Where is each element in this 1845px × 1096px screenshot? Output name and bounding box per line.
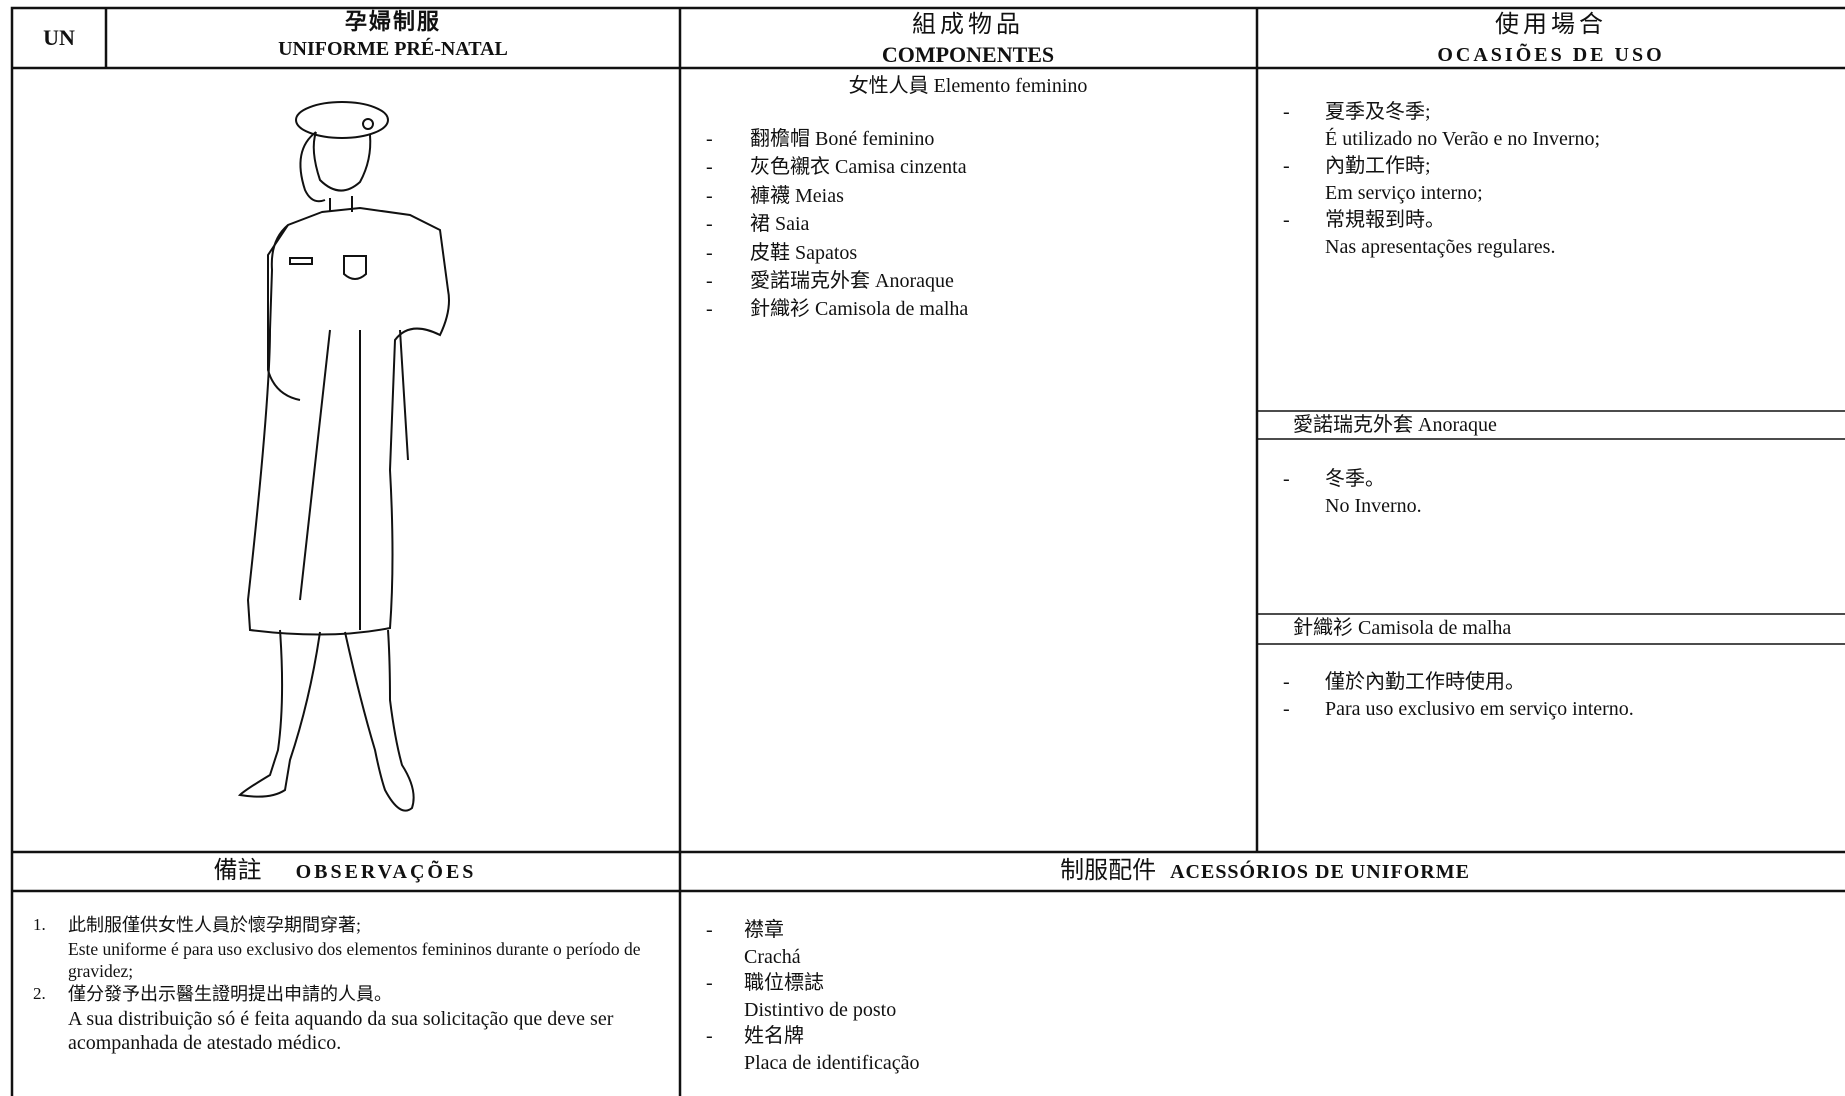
- bullet: ‑: [1283, 155, 1290, 177]
- accessory-zh: 襟章: [744, 919, 784, 941]
- bullet: ‑: [706, 241, 713, 264]
- component-item: 裙 Saia: [750, 213, 810, 236]
- bullet: ‑: [706, 1025, 713, 1047]
- occasion-zh: 內勤工作時;: [1325, 155, 1431, 177]
- accessory-pt: Distintivo de posto: [744, 999, 897, 1021]
- occasion-pt: Em serviço interno;: [1325, 182, 1483, 204]
- bullet: ‑: [706, 213, 713, 236]
- uniform-figure: [237, 101, 450, 812]
- bullet: ‑: [706, 270, 713, 292]
- accessory-zh: 職位標誌: [744, 972, 824, 994]
- title-part: 備註: [213, 858, 262, 884]
- component-item: 針織衫 Camisola de malha: [750, 298, 969, 321]
- occasion-pt: Nas apresentações regulares.: [1325, 236, 1556, 258]
- bullet: ‑: [706, 972, 713, 994]
- bullet: ‑: [1283, 101, 1290, 123]
- bullet: ‑: [706, 298, 713, 321]
- code: UN: [43, 25, 75, 50]
- title-zh: 孕婦制服: [344, 9, 442, 34]
- observation-zh: 僅分發予出示醫生證明提出申請的人員。: [68, 984, 392, 1004]
- bullet: ‑: [1283, 698, 1290, 720]
- title-pt: UNIFORME PRÉ-NATAL: [278, 38, 508, 60]
- occasions-zh: 使用場合: [1495, 12, 1607, 38]
- occasion-pt: No Inverno.: [1325, 495, 1422, 517]
- components-heading: 女性人員 Elemento feminino: [848, 75, 1088, 97]
- item-number: 2.: [33, 984, 46, 1003]
- accessory-pt: Crachá: [744, 946, 801, 968]
- accessories-title: 制服配件 ACESSÓRIOS DE UNIFORME: [1060, 858, 1470, 885]
- occasion-pt: É utilizado no Verão e no Inverno;: [1325, 128, 1601, 150]
- title-part: 制服配件: [1060, 858, 1157, 884]
- observations-title: 備註 OBSERVAÇÕES: [214, 858, 477, 885]
- components-zh: 組成物品: [912, 12, 1024, 38]
- observation-zh: 此制服僅供女性人員於懷孕期間穿著;: [68, 915, 361, 935]
- bullet: ‑: [706, 184, 713, 207]
- occasion-heading: 愛諾瑞克外套 Anoraque: [1293, 414, 1497, 436]
- bullet: ‑: [706, 156, 713, 179]
- bullet: ‑: [1283, 671, 1290, 693]
- occasion-zh: 僅於內勤工作時使用。: [1325, 671, 1525, 693]
- bullet: ‑: [706, 128, 713, 150]
- accessory-pt: Placa de identificação: [744, 1052, 920, 1074]
- components-pt: COMPONENTES: [881, 42, 1055, 67]
- component-item: 翻檐帽 Boné feminino: [750, 128, 935, 150]
- occasion-heading: 針織衫 Camisola de malha: [1293, 617, 1512, 639]
- observation-pt: Este uniforme é para uso exclusivo dos e…: [68, 939, 641, 981]
- accessory-zh: 姓名牌: [744, 1025, 804, 1047]
- component-item: 褲襪 Meias: [750, 184, 844, 207]
- bullet: ‑: [1283, 209, 1290, 231]
- occasion-zh: 常規報到時。: [1325, 209, 1445, 231]
- occasions-pt: OCASIÕES DE USO: [1437, 44, 1665, 66]
- occasion-zh: Para uso exclusivo em serviço interno.: [1325, 698, 1634, 720]
- bullet: ‑: [1283, 468, 1290, 490]
- observation-pt: A sua distribuição só é feita aquando da…: [68, 1008, 614, 1054]
- component-item: 皮鞋 Sapatos: [750, 241, 858, 264]
- title-part: ACESSÓRIOS DE UNIFORME: [1170, 861, 1470, 883]
- bullet: ‑: [706, 919, 713, 941]
- component-item: 愛諾瑞克外套 Anoraque: [750, 270, 954, 292]
- item-number: 1.: [33, 915, 46, 934]
- occasion-zh: 夏季及冬季;: [1325, 101, 1431, 123]
- occasion-zh: 冬季。: [1325, 468, 1385, 490]
- component-item: 灰色襯衣 Camisa cinzenta: [750, 156, 967, 179]
- title-part: OBSERVAÇÕES: [295, 861, 477, 883]
